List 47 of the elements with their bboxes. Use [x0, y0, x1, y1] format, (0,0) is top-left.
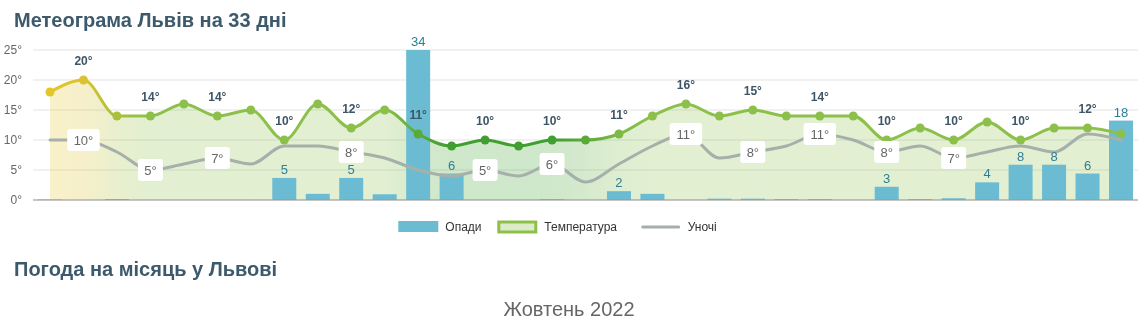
- data-label: 10°: [542, 114, 562, 128]
- data-label: 8: [1050, 148, 1058, 164]
- data-label: 12°: [1078, 102, 1097, 116]
- data-label: 10°: [476, 114, 495, 128]
- data-label: 15°: [743, 84, 763, 98]
- data-label: 11°: [610, 108, 628, 122]
- y-tick-label: 20°: [3, 73, 23, 87]
- data-label: 8°: [746, 144, 760, 160]
- legend-label: Температура: [544, 220, 618, 234]
- data-label: 8: [1016, 148, 1025, 164]
- text: Погода на місяць у Львові: [14, 258, 278, 280]
- data-label: 6°: [545, 156, 559, 172]
- data-label: 6: [448, 157, 456, 173]
- data-label: 11°: [409, 108, 428, 122]
- y-tick-label: 0°: [10, 193, 23, 207]
- data-label: 14°: [208, 90, 227, 104]
- y-tick-label: 10°: [3, 133, 23, 147]
- data-label: 20°: [74, 54, 93, 68]
- legend-label: Уночі: [687, 220, 717, 234]
- y-tick-label: 15°: [3, 103, 23, 117]
- data-label: 2: [615, 175, 623, 191]
- data-label: 10°: [877, 114, 896, 128]
- data-label: 8°: [345, 144, 358, 160]
- text: Жовтень 2022: [503, 298, 635, 320]
- data-label: 8°: [880, 144, 893, 160]
- data-label: 14°: [810, 90, 830, 104]
- chart-title: Метеограма Львів на 33 дні: [14, 9, 287, 31]
- data-label: 5: [347, 161, 355, 177]
- data-label: 4: [983, 166, 991, 182]
- data-label: 14°: [141, 90, 160, 104]
- y-tick-label: 5°: [10, 163, 23, 177]
- data-label: 6: [1083, 157, 1092, 173]
- data-label: 18: [1113, 104, 1129, 120]
- data-label: 12°: [342, 102, 361, 116]
- data-label: 10°: [944, 114, 963, 128]
- data-label: 10°: [1011, 114, 1030, 128]
- data-label: 5: [280, 161, 288, 177]
- data-label: 10°: [275, 114, 294, 128]
- data-label: 16°: [676, 78, 696, 92]
- data-label: 5°: [144, 162, 157, 178]
- data-label: 7°: [211, 150, 224, 166]
- data-label: 7°: [947, 150, 960, 166]
- y-tick-label: 25°: [3, 43, 23, 57]
- data-label: 5°: [478, 162, 492, 178]
- data-label: 34: [410, 34, 426, 49]
- data-label: 3: [883, 170, 891, 186]
- legend-label: Опади: [445, 220, 482, 234]
